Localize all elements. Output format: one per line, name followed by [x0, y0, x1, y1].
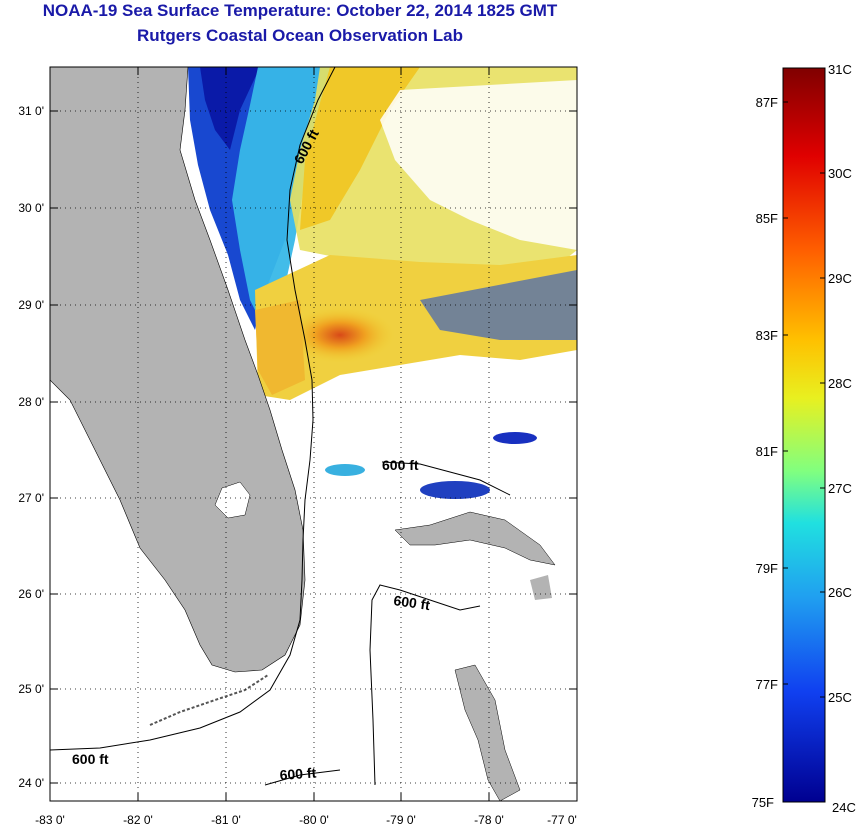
colorbar-celsius-label: 31C [828, 62, 852, 77]
lake-okeechobee [214, 481, 251, 519]
cold-water-core [200, 67, 260, 150]
colorbar-fahrenheit-label: 75F [752, 795, 774, 810]
florida-keys [149, 674, 269, 726]
temperature-colorbar: 31C 30C 29C 28C 27C 26C 25C 24C 87F 85F … [752, 62, 856, 815]
colorbar-fahrenheit-label: 85F [756, 211, 778, 226]
celsius-ticks [820, 172, 825, 698]
contour-label: 600 ft [393, 592, 432, 613]
grand-bahama-abaco [394, 511, 556, 566]
lon-label: -82 0' [123, 813, 153, 827]
lon-label: -83 0' [35, 813, 65, 827]
isobath-600ft-florida [50, 67, 336, 751]
colorbar-fahrenheit-label: 79F [756, 561, 778, 576]
lat-label: 26 0' [18, 587, 44, 601]
lat-label: 27 0' [18, 491, 44, 505]
lat-label: 31 0' [18, 104, 44, 118]
colorbar-fahrenheit-label: 81F [756, 444, 778, 459]
fahrenheit-ticks [783, 101, 788, 685]
contour-label: 600 ft [279, 764, 317, 783]
colorbar-gradient [782, 67, 826, 803]
cool-streaks [420, 270, 577, 340]
colorbar-celsius-label: 25C [828, 690, 852, 705]
contour-label: 600 ft [72, 751, 109, 767]
lat-label: 28 0' [18, 395, 44, 409]
lat-label: 25 0' [18, 682, 44, 696]
warmest-water [285, 307, 395, 363]
colorbar-celsius-label: 29C [828, 271, 852, 286]
isobath-600ft-tongue [369, 584, 481, 786]
lon-label: -77 0' [547, 813, 577, 827]
lon-label: -79 0' [386, 813, 416, 827]
colorbar-celsius-label: 28C [828, 376, 852, 391]
map-subtitle: Rutgers Coastal Ocean Observation Lab [137, 26, 463, 45]
colorbar-fahrenheit-label: 87F [756, 95, 778, 110]
lat-label: 29 0' [18, 298, 44, 312]
colorbar-fahrenheit-label: 77F [756, 677, 778, 692]
contour-label: 600 ft [382, 457, 419, 473]
isobath-600ft-south [264, 769, 341, 786]
lon-label: -81 0' [211, 813, 241, 827]
andros-island [454, 664, 521, 801]
lat-label: 30 0' [18, 201, 44, 215]
axis-ticks [50, 67, 577, 801]
lat-label: 24 0' [18, 776, 44, 790]
lon-label: -78 0' [474, 813, 504, 827]
colorbar-celsius-label: 26C [828, 585, 852, 600]
sst-map: 600 ft 600 ft 600 ft 600 ft 600 ft 31 0'… [18, 66, 578, 827]
florida-landmass [50, 67, 306, 673]
lon-label: -80 0' [299, 813, 329, 827]
isobath-600ft-bahamas-north [381, 461, 511, 496]
cool-patch [420, 481, 490, 499]
map-title: NOAA-19 Sea Surface Temperature: October… [42, 1, 558, 20]
colorbar-fahrenheit-label: 83F [756, 328, 778, 343]
colorbar-celsius-label: 30C [828, 166, 852, 181]
nearshore-warm [255, 300, 305, 395]
cloud-patch-north [380, 80, 577, 250]
cool-patch [325, 464, 365, 476]
colorbar-celsius-label: 27C [828, 481, 852, 496]
colorbar-celsius-label: 24C [832, 800, 856, 815]
cool-patch [493, 432, 537, 444]
